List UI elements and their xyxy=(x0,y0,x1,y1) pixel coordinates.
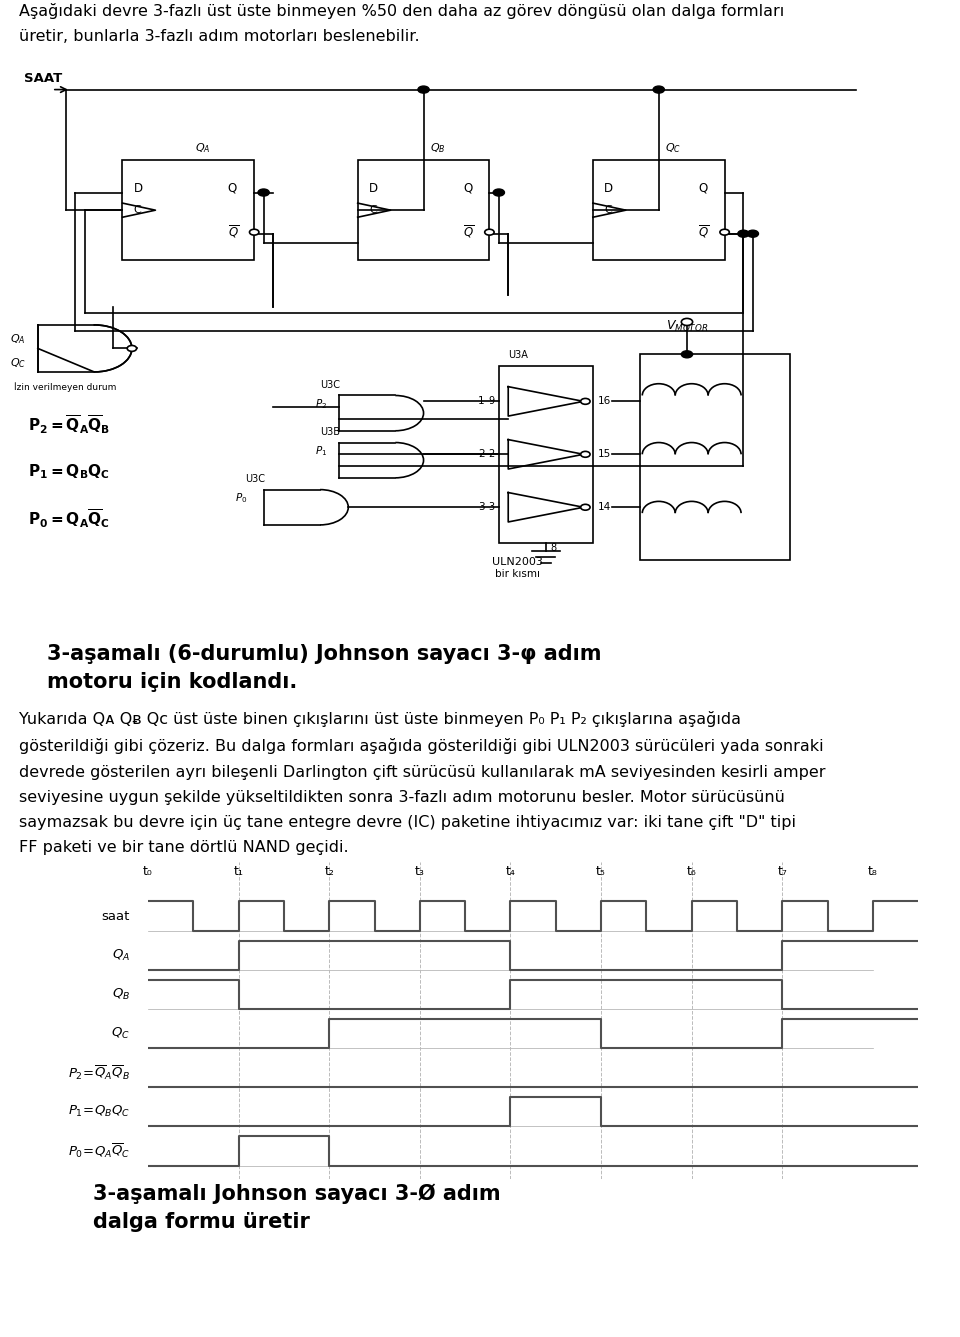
Bar xyxy=(640,354,790,560)
Text: $\mathbf{P_1=Q_BQ_C}$: $\mathbf{P_1=Q_BQ_C}$ xyxy=(29,463,110,481)
Text: U3A: U3A xyxy=(508,350,528,360)
Circle shape xyxy=(747,230,758,237)
Text: 2: 2 xyxy=(488,449,494,460)
Circle shape xyxy=(258,189,269,197)
Text: $\overline{Q}$: $\overline{Q}$ xyxy=(228,223,239,241)
Text: $P_0\!=\!Q_A\overline{Q}_C$: $P_0\!=\!Q_A\overline{Q}_C$ xyxy=(67,1142,130,1161)
Text: t₂: t₂ xyxy=(324,865,334,878)
Text: t₁: t₁ xyxy=(233,865,244,878)
Text: Yukarıda Qᴀ Qᴃ Qᴄ üst üste binen çıkışlarını üst üste binmeyen P₀ P₁ P₂ çıkışlar: Yukarıda Qᴀ Qᴃ Qᴄ üst üste binen çıkışla… xyxy=(19,711,826,856)
Text: ULN2003: ULN2003 xyxy=(492,558,543,567)
Bar xyxy=(358,160,490,261)
Text: İzin verilmeyen durum: İzin verilmeyen durum xyxy=(14,382,117,392)
Text: 3: 3 xyxy=(478,503,485,512)
Circle shape xyxy=(418,86,429,94)
Text: Q: Q xyxy=(463,182,472,195)
Text: $\mathbf{P_0=Q_A\overline{Q}_C}$: $\mathbf{P_0=Q_A\overline{Q}_C}$ xyxy=(29,508,110,531)
Text: $Q_B$: $Q_B$ xyxy=(430,142,445,155)
Circle shape xyxy=(493,189,504,197)
Circle shape xyxy=(127,345,136,352)
Text: 1: 1 xyxy=(478,396,485,406)
Circle shape xyxy=(682,318,692,325)
Circle shape xyxy=(250,229,259,235)
Text: 8: 8 xyxy=(550,543,557,554)
Text: $Q_C$: $Q_C$ xyxy=(664,142,681,155)
Text: bir kısmı: bir kısmı xyxy=(495,570,540,579)
Circle shape xyxy=(581,504,590,511)
Circle shape xyxy=(485,229,494,235)
Text: $P_1\!=\!Q_BQ_C$: $P_1\!=\!Q_BQ_C$ xyxy=(67,1104,130,1119)
Text: $Q_C$: $Q_C$ xyxy=(111,1027,130,1042)
Text: t₈: t₈ xyxy=(868,865,877,878)
Text: Q: Q xyxy=(698,182,708,195)
Text: U3C: U3C xyxy=(320,380,340,389)
Text: 15: 15 xyxy=(597,449,611,460)
Text: t₇: t₇ xyxy=(778,865,787,878)
Text: U3C: U3C xyxy=(245,473,265,484)
Text: D: D xyxy=(369,182,378,195)
Circle shape xyxy=(581,398,590,404)
Bar xyxy=(499,366,593,543)
Text: $Q_C$: $Q_C$ xyxy=(10,356,26,370)
Text: C: C xyxy=(604,205,612,215)
Text: $P_1$: $P_1$ xyxy=(315,444,327,459)
Circle shape xyxy=(682,350,692,358)
Text: $P_2$: $P_2$ xyxy=(315,397,327,412)
Text: C: C xyxy=(369,205,376,215)
Text: U3B: U3B xyxy=(320,427,340,437)
Text: 2: 2 xyxy=(478,449,485,460)
Text: D: D xyxy=(604,182,613,195)
Text: t₃: t₃ xyxy=(415,865,424,878)
Bar xyxy=(123,160,254,261)
Text: Aşağıdaki devre 3-fazlı üst üste binmeyen %50 den daha az görev döngüsü olan dal: Aşağıdaki devre 3-fazlı üst üste binmeye… xyxy=(19,3,784,44)
Text: 14: 14 xyxy=(597,503,611,512)
Text: $\mathbf{P_2=\overline{Q}_A\overline{Q}_B}$: $\mathbf{P_2=\overline{Q}_A\overline{Q}_… xyxy=(29,413,110,436)
Text: $Q_A$: $Q_A$ xyxy=(111,948,130,963)
Text: $\overline{Q}$: $\overline{Q}$ xyxy=(698,223,709,241)
Text: t₀: t₀ xyxy=(143,865,153,878)
Text: C: C xyxy=(133,205,141,215)
Text: Q: Q xyxy=(228,182,237,195)
Text: $V_{MOTOR}$: $V_{MOTOR}$ xyxy=(665,318,708,334)
Text: $Q_B$: $Q_B$ xyxy=(111,987,130,1003)
Text: $P_0$: $P_0$ xyxy=(235,492,248,505)
Text: 3-aşamalı Johnson sayacı 3-Ø adım
dalga formu üretir: 3-aşamalı Johnson sayacı 3-Ø adım dalga … xyxy=(93,1183,500,1231)
Text: 3: 3 xyxy=(488,503,494,512)
Text: $Q_A$: $Q_A$ xyxy=(10,333,25,346)
Circle shape xyxy=(653,86,664,94)
Text: D: D xyxy=(133,182,143,195)
Text: $\overline{Q}$: $\overline{Q}$ xyxy=(463,223,474,241)
Circle shape xyxy=(581,452,590,457)
Text: $P_2\!=\!\overline{Q}_A\overline{Q}_B$: $P_2\!=\!\overline{Q}_A\overline{Q}_B$ xyxy=(68,1064,130,1082)
Text: 9: 9 xyxy=(488,396,494,406)
Text: $Q_A$: $Q_A$ xyxy=(195,142,210,155)
Text: t₆: t₆ xyxy=(686,865,697,878)
Text: t₅: t₅ xyxy=(596,865,606,878)
Bar xyxy=(593,160,725,261)
Text: 3-aşamalı (6-durumlu) Johnson sayacı 3-φ adım
motoru için kodlandı.: 3-aşamalı (6-durumlu) Johnson sayacı 3-φ… xyxy=(47,644,601,693)
Text: SAAT: SAAT xyxy=(24,72,62,86)
Circle shape xyxy=(738,230,749,237)
Text: 16: 16 xyxy=(597,396,611,406)
Text: t₄: t₄ xyxy=(506,865,516,878)
Circle shape xyxy=(720,229,730,235)
Text: saat: saat xyxy=(102,910,130,923)
